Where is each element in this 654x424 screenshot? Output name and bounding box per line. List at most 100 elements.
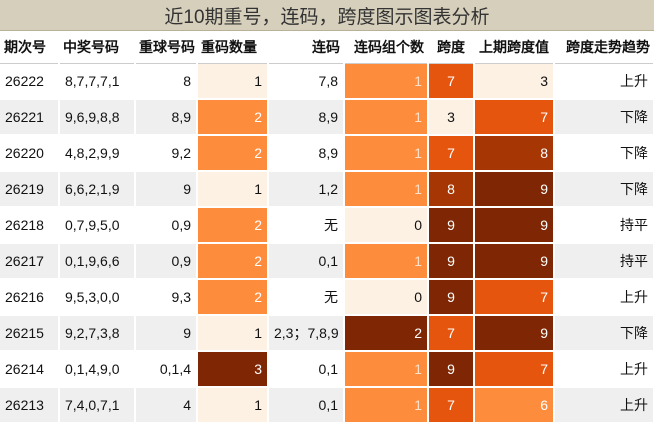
cell-trend: 上升	[554, 387, 654, 423]
table-row: 26220 4,8,2,9,9 9,2 2 8,9 1 7 8 下降	[0, 135, 654, 171]
cell-consec-groups: 1	[344, 243, 428, 279]
cell-issue: 26215	[0, 315, 59, 351]
table-row: 26222 8,7,7,7,1 8 1 7,8 1 7 3 上升	[0, 64, 654, 100]
cell-numbers: 6,6,2,1,9	[59, 171, 135, 207]
cell-consecutive: 0,1	[268, 243, 344, 279]
col-header-prev-span: 上期跨度值	[474, 31, 554, 64]
col-header-trend: 跨度走势趋势	[554, 31, 654, 64]
cell-consec-groups: 0	[344, 279, 428, 315]
cell-span: 7	[428, 387, 474, 423]
cell-span: 9	[428, 351, 474, 387]
cell-consec-groups: 1	[344, 99, 428, 135]
table-row: 26213 7,4,0,7,1 4 1 0,1 1 7 6 上升	[0, 387, 654, 423]
cell-repeat-count: 1	[197, 315, 268, 351]
page-title-text: 近10期重号，连码，跨度图示图表分析	[164, 2, 489, 29]
table-row: 26217 0,1,9,6,6 0,9 2 0,1 1 9 9 持平	[0, 243, 654, 279]
cell-trend: 下降	[554, 171, 654, 207]
cell-repeat: 9	[135, 171, 197, 207]
cell-consecutive: 8,9	[268, 135, 344, 171]
col-header-issue: 期次号	[0, 31, 59, 64]
table-row: 26216 9,5,3,0,0 9,3 2 无 0 9 7 上升	[0, 279, 654, 315]
cell-consec-groups: 1	[344, 351, 428, 387]
cell-issue: 26216	[0, 279, 59, 315]
cell-span: 7	[428, 64, 474, 100]
cell-trend: 上升	[554, 351, 654, 387]
cell-span: 9	[428, 207, 474, 243]
cell-repeat: 8,9	[135, 99, 197, 135]
cell-numbers: 9,2,7,3,8	[59, 315, 135, 351]
cell-consec-groups: 1	[344, 64, 428, 100]
cell-repeat-count: 1	[197, 64, 268, 100]
cell-consecutive: 2,3；7,8,9	[268, 315, 344, 351]
cell-repeat: 4	[135, 387, 197, 423]
cell-repeat-count: 2	[197, 135, 268, 171]
col-header-consec-groups: 连码组个数	[344, 31, 428, 64]
cell-prev-span: 7	[474, 351, 554, 387]
cell-numbers: 9,6,9,8,8	[59, 99, 135, 135]
col-header-numbers: 中奖号码	[59, 31, 135, 64]
table-row: 26221 9,6,9,8,8 8,9 2 8,9 1 3 7 下降	[0, 99, 654, 135]
cell-prev-span: 9	[474, 171, 554, 207]
col-header-repeat-count: 重码数量	[197, 31, 268, 64]
cell-trend: 持平	[554, 207, 654, 243]
cell-trend: 下降	[554, 99, 654, 135]
cell-consecutive: 无	[268, 279, 344, 315]
cell-issue: 26221	[0, 99, 59, 135]
cell-span: 9	[428, 279, 474, 315]
cell-repeat: 9,2	[135, 135, 197, 171]
cell-prev-span: 3	[474, 64, 554, 100]
cell-numbers: 9,5,3,0,0	[59, 279, 135, 315]
cell-consecutive: 8,9	[268, 99, 344, 135]
cell-prev-span: 9	[474, 243, 554, 279]
cell-span: 8	[428, 171, 474, 207]
col-header-repeat: 重球号码	[135, 31, 197, 64]
cell-consecutive: 无	[268, 207, 344, 243]
table-body: 26222 8,7,7,7,1 8 1 7,8 1 7 3 上升 26221 9,6,9,8,8 8,…	[0, 64, 654, 424]
table-row: 26219 6,6,2,1,9 9 1 1,2 1 8 9 下降	[0, 171, 654, 207]
cell-consecutive: 0,1	[268, 387, 344, 423]
cell-issue: 26220	[0, 135, 59, 171]
cell-numbers: 4,8,2,9,9	[59, 135, 135, 171]
cell-numbers: 8,7,7,7,1	[59, 64, 135, 100]
cell-repeat: 0,9	[135, 207, 197, 243]
cell-repeat-count: 2	[197, 99, 268, 135]
cell-consec-groups: 1	[344, 171, 428, 207]
cell-consec-groups: 0	[344, 207, 428, 243]
cell-span: 3	[428, 99, 474, 135]
cell-issue: 26213	[0, 387, 59, 423]
cell-trend: 上升	[554, 64, 654, 100]
cell-repeat: 0,9	[135, 243, 197, 279]
table-row: 26215 9,2,7,3,8 9 1 2,3；7,8,9 2 7 9 下降	[0, 315, 654, 351]
cell-issue: 26222	[0, 64, 59, 100]
cell-span: 9	[428, 243, 474, 279]
cell-issue: 26219	[0, 171, 59, 207]
cell-trend: 下降	[554, 315, 654, 351]
cell-trend: 上升	[554, 279, 654, 315]
cell-prev-span: 6	[474, 387, 554, 423]
cell-span: 7	[428, 315, 474, 351]
cell-prev-span: 9	[474, 315, 554, 351]
cell-consec-groups: 2	[344, 315, 428, 351]
table-row: 26218 0,7,9,5,0 0,9 2 无 0 9 9 持平	[0, 207, 654, 243]
table-header-row: 期次号 中奖号码 重球号码 重码数量 连码 连码组个数 跨度 上期跨度值 跨度走…	[0, 31, 654, 64]
cell-repeat-count: 1	[197, 171, 268, 207]
cell-prev-span: 8	[474, 135, 554, 171]
cell-prev-span: 7	[474, 99, 554, 135]
cell-numbers: 7,4,0,7,1	[59, 387, 135, 423]
cell-repeat-count: 2	[197, 243, 268, 279]
cell-repeat-count: 1	[197, 387, 268, 423]
page-title: 近10期重号，连码，跨度图示图表分析	[0, 0, 654, 31]
cell-issue: 26214	[0, 351, 59, 387]
table-row: 26214 0,1,4,9,0 0,1,4 3 0,1 1 9 7 上升	[0, 351, 654, 387]
cell-repeat-count: 2	[197, 207, 268, 243]
cell-repeat: 9	[135, 315, 197, 351]
cell-prev-span: 9	[474, 207, 554, 243]
cell-issue: 26218	[0, 207, 59, 243]
cell-trend: 持平	[554, 243, 654, 279]
cell-repeat: 0,1,4	[135, 351, 197, 387]
cell-consec-groups: 1	[344, 387, 428, 423]
cell-consecutive: 0,1	[268, 351, 344, 387]
cell-prev-span: 7	[474, 279, 554, 315]
cell-repeat-count: 2	[197, 279, 268, 315]
cell-consecutive: 7,8	[268, 64, 344, 100]
